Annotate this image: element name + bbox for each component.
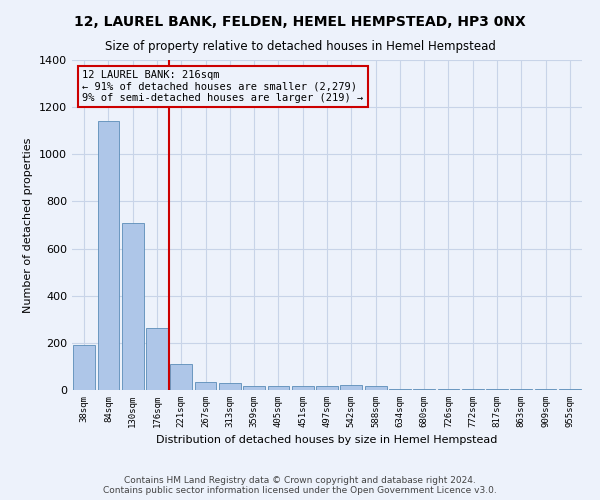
Bar bbox=[486, 389, 508, 390]
Bar bbox=[122, 222, 143, 390]
Text: Contains HM Land Registry data © Crown copyright and database right 2024.
Contai: Contains HM Land Registry data © Crown c… bbox=[103, 476, 497, 495]
Bar bbox=[292, 386, 314, 390]
Bar bbox=[413, 389, 435, 390]
Bar bbox=[243, 386, 265, 390]
Bar bbox=[437, 389, 460, 390]
Bar bbox=[194, 382, 217, 390]
Bar bbox=[268, 386, 289, 390]
Bar bbox=[511, 389, 532, 390]
Bar bbox=[146, 328, 168, 390]
Bar bbox=[365, 386, 386, 390]
Bar bbox=[340, 386, 362, 390]
Bar bbox=[97, 122, 119, 390]
Bar bbox=[73, 345, 95, 390]
Bar bbox=[535, 389, 556, 390]
Bar bbox=[559, 389, 581, 390]
Text: Size of property relative to detached houses in Hemel Hempstead: Size of property relative to detached ho… bbox=[104, 40, 496, 53]
Bar bbox=[462, 389, 484, 390]
Text: 12 LAUREL BANK: 216sqm
← 91% of detached houses are smaller (2,279)
9% of semi-d: 12 LAUREL BANK: 216sqm ← 91% of detached… bbox=[82, 70, 364, 103]
Bar bbox=[389, 389, 411, 390]
Bar bbox=[170, 364, 192, 390]
Bar bbox=[316, 386, 338, 390]
Bar bbox=[219, 384, 241, 390]
Y-axis label: Number of detached properties: Number of detached properties bbox=[23, 138, 34, 312]
Text: 12, LAUREL BANK, FELDEN, HEMEL HEMPSTEAD, HP3 0NX: 12, LAUREL BANK, FELDEN, HEMEL HEMPSTEAD… bbox=[74, 15, 526, 29]
X-axis label: Distribution of detached houses by size in Hemel Hempstead: Distribution of detached houses by size … bbox=[157, 436, 497, 446]
